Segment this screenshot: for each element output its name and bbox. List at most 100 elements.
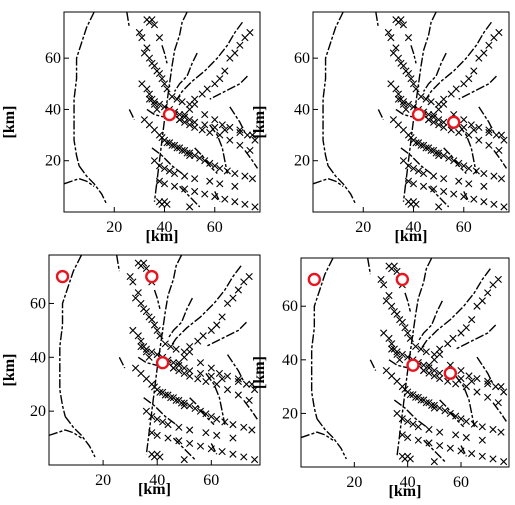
x-axis-label: [km] — [138, 481, 171, 498]
quake-marker — [203, 85, 211, 93]
quake-marker — [500, 136, 508, 144]
quake-marker — [216, 164, 224, 172]
quake-marker — [441, 407, 449, 415]
panel-4: 20 40 60 20 40 60 [km] [km] — [251, 257, 510, 500]
quake-marker — [213, 431, 221, 439]
fault-line — [209, 124, 229, 174]
x-tick-label: 20 — [346, 474, 362, 491]
quake-marker — [211, 193, 219, 201]
quake-marker — [196, 407, 205, 415]
quake-marker — [142, 407, 150, 415]
quake-marker — [435, 121, 443, 129]
quake-marker — [452, 380, 460, 388]
quake-marker — [140, 259, 148, 267]
fault-line — [458, 124, 478, 174]
quake-marker — [201, 121, 209, 129]
y-tick-label: 60 — [45, 50, 61, 67]
quake-marker — [384, 28, 392, 37]
quake-marker — [440, 100, 448, 108]
quake-marker — [500, 203, 508, 211]
quake-marker — [221, 67, 229, 75]
quake-marker — [142, 345, 150, 353]
quake-marker — [468, 450, 476, 458]
quake-marker — [435, 152, 443, 160]
quake-marker — [494, 399, 502, 407]
quake-marker — [213, 415, 221, 423]
quake-marker — [404, 162, 413, 170]
quake-marker — [465, 372, 473, 380]
x-tick-label: 40 — [149, 472, 165, 489]
quake-marker — [430, 404, 438, 412]
quake-marker — [163, 85, 171, 93]
quake-marker — [201, 110, 209, 119]
quake-marker — [430, 113, 438, 121]
x-axis-label: [km] — [389, 483, 422, 500]
quake-marker — [191, 118, 199, 126]
quake-marker — [150, 98, 159, 106]
quake-marker — [484, 289, 492, 297]
station-marker — [307, 272, 322, 287]
fault-line — [322, 11, 344, 167]
quake-marker — [436, 441, 444, 450]
quake-marker — [186, 342, 194, 351]
quake-marker — [422, 348, 430, 356]
quake-marker — [229, 294, 237, 302]
quake-marker — [444, 340, 452, 348]
quake-marker — [234, 375, 242, 383]
quake-marker — [412, 342, 420, 351]
fault-line — [460, 445, 467, 457]
quake-marker — [196, 359, 205, 367]
quake-marker — [150, 62, 159, 70]
quake-marker — [430, 185, 438, 193]
quake-marker — [417, 141, 425, 149]
quake-marker — [478, 452, 486, 460]
quake-marker — [164, 421, 172, 429]
quake-marker — [153, 351, 161, 359]
quake-marker — [390, 262, 398, 270]
fault-line — [458, 75, 497, 100]
station-marker — [447, 115, 461, 129]
quake-marker — [470, 195, 478, 203]
quake-marker — [181, 113, 189, 121]
quake-marker — [388, 345, 396, 353]
quake-marker — [218, 121, 226, 129]
quake-marker — [218, 375, 226, 383]
quake-marker — [223, 386, 232, 394]
fault-line — [170, 265, 242, 347]
quake-marker — [465, 75, 473, 83]
fault-line — [153, 289, 161, 310]
quake-marker — [135, 28, 143, 37]
quake-marker — [206, 177, 214, 185]
quake-marker — [388, 372, 396, 380]
quake-marker — [385, 291, 393, 300]
quake-marker — [468, 377, 476, 385]
quake-marker — [500, 458, 508, 466]
fault-line — [327, 165, 357, 205]
quake-marker — [393, 350, 401, 359]
quake-marker — [234, 286, 242, 294]
quake-marker — [150, 21, 159, 29]
y-tick-label: 40 — [294, 101, 310, 118]
fault-line — [439, 399, 465, 428]
quake-marker — [425, 361, 433, 369]
quake-marker — [150, 383, 159, 391]
quake-marker — [409, 180, 418, 188]
fault-line — [73, 11, 95, 167]
quake-marker — [181, 172, 189, 180]
quake-marker — [175, 437, 183, 445]
quake-marker — [251, 456, 259, 464]
quake-marker — [231, 182, 239, 190]
fault-line — [396, 257, 433, 457]
quake-marker — [380, 329, 388, 337]
quake-marker — [241, 200, 249, 208]
quake-marker — [422, 144, 430, 152]
y-tick-label: 40 — [282, 352, 298, 369]
fault-line — [375, 11, 380, 28]
quake-marker — [494, 275, 502, 284]
quake-marker — [430, 458, 438, 466]
quake-marker — [240, 423, 248, 431]
quake-marker — [170, 182, 179, 190]
quake-marker — [398, 350, 406, 359]
quake-marker — [382, 297, 390, 305]
x-axis-label: [km] — [146, 228, 179, 245]
